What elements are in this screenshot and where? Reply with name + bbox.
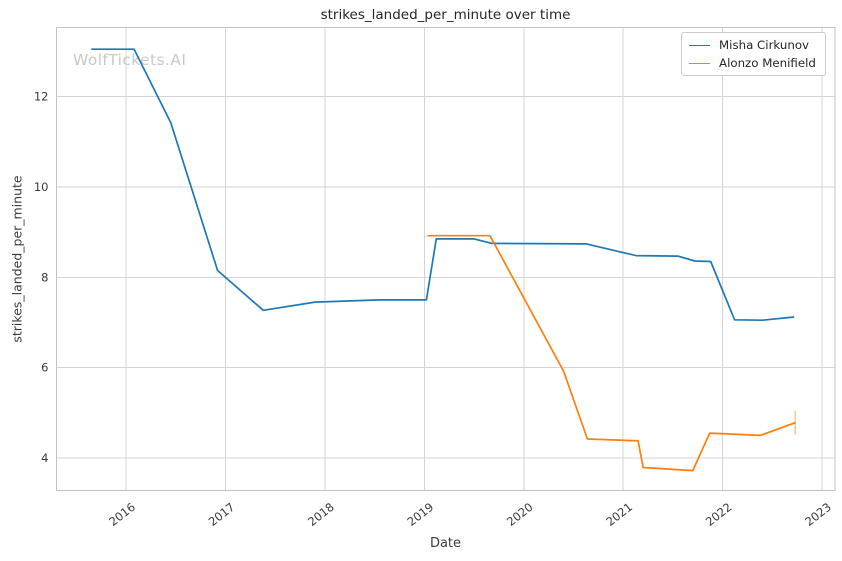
- x-tick-label: 2017: [206, 500, 238, 529]
- legend-item-alonzo-menifield: Alonzo Menifield: [689, 56, 817, 70]
- legend-line-swatch-blue: [689, 44, 710, 46]
- y-tick-label: 10: [34, 180, 49, 194]
- legend-item-misha-cirkunov: Misha Cirkunov: [689, 38, 817, 52]
- x-tick-label: 2023: [802, 500, 834, 529]
- x-tick-label: 2021: [603, 500, 635, 529]
- x-tick-label: 2019: [405, 500, 437, 529]
- x-tick-label: 2016: [106, 500, 138, 529]
- y-tick-label: 6: [41, 361, 48, 375]
- y-axis-label: strikes_landed_per_minute: [9, 175, 25, 343]
- plot-frame: [55, 26, 836, 492]
- legend-line-swatch-orange: [689, 62, 710, 64]
- chart-title: strikes_landed_per_minute over time: [320, 7, 571, 23]
- watermark: WolfTickets.AI: [73, 51, 187, 69]
- x-tick-label: 2022: [703, 500, 735, 529]
- series-line-0: [91, 48, 795, 322]
- legend: Misha Cirkunov Alonzo Menifield: [681, 32, 826, 76]
- y-tick-label: 8: [41, 270, 48, 284]
- x-axis-label: Date: [429, 536, 462, 551]
- y-tick-label: 4: [41, 451, 48, 465]
- x-tick-label: 2018: [305, 500, 337, 529]
- x-tick-label: 2020: [504, 500, 536, 529]
- series-line-1: [427, 234, 796, 472]
- y-tick-label: 12: [34, 90, 49, 104]
- legend-label: Misha Cirkunov: [719, 38, 810, 52]
- legend-label: Alonzo Menifield: [719, 56, 816, 70]
